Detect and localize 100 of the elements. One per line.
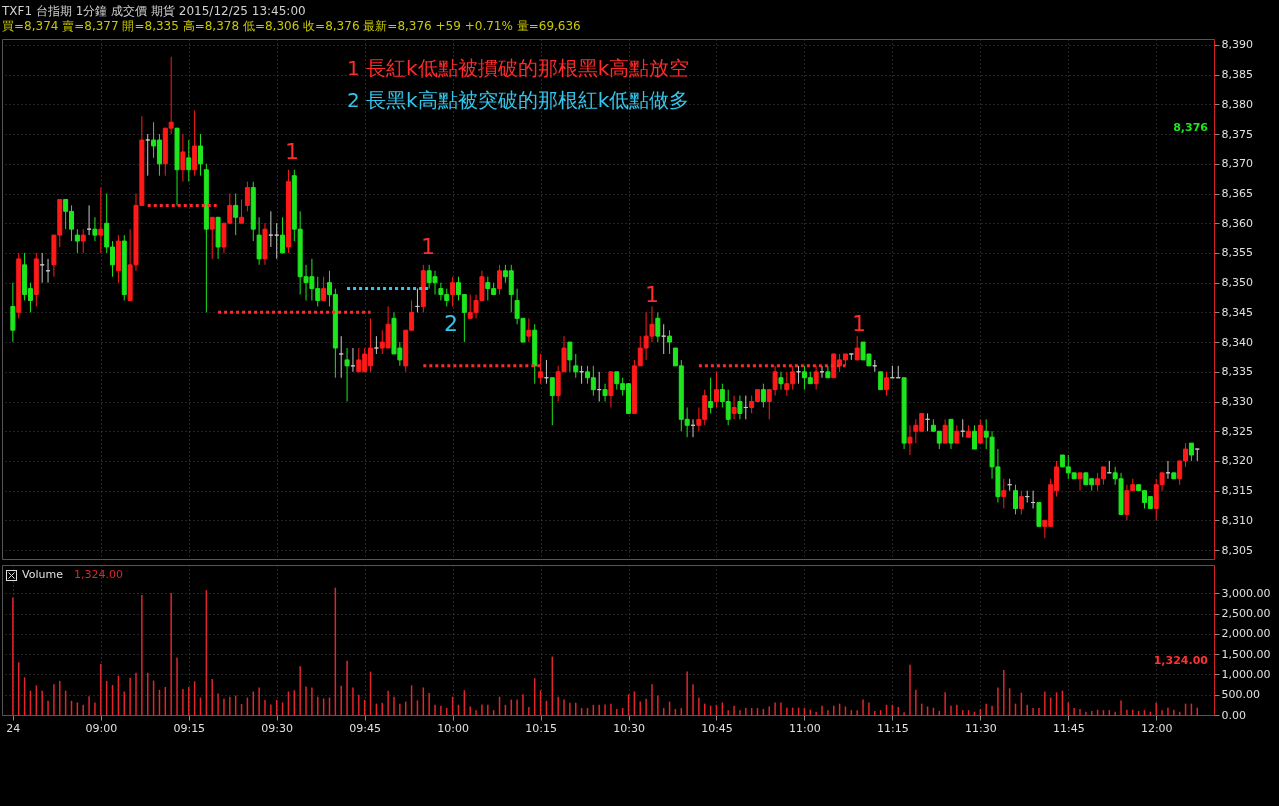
y-tick-label: 8,320 [1221, 454, 1253, 468]
candlestick [180, 133, 186, 183]
y-tick-label: 8,345 [1221, 305, 1253, 319]
y-tick-label: 8,305 [1221, 543, 1253, 557]
y-tick-label: 0.00 [1221, 708, 1246, 722]
y-tick-label: 8,340 [1221, 335, 1253, 349]
y-tick-label: 8,385 [1221, 68, 1253, 82]
candlestick [971, 424, 977, 450]
candlestick [713, 371, 719, 408]
candlestick [80, 228, 86, 254]
x-tick-label: 12:00 [1140, 721, 1173, 735]
candlestick [344, 347, 350, 403]
candlestick [760, 383, 766, 408]
candlestick [338, 335, 344, 379]
x-tick-label: 11:00 [789, 721, 821, 735]
candlestick [567, 341, 573, 373]
y-tick-label: 1,000.00 [1221, 667, 1271, 681]
candlestick [608, 371, 614, 408]
x-tick-label: 10:15 [525, 721, 557, 735]
candlestick [268, 210, 274, 248]
annotation: 8,376 [1173, 121, 1209, 134]
candlestick [321, 276, 327, 301]
y-tick-label: 8,375 [1221, 127, 1253, 141]
candlestick [573, 353, 579, 379]
y-tick-label: 8,390 [1221, 38, 1253, 52]
y-tick-label: 8,325 [1221, 424, 1253, 438]
candlestick [244, 181, 250, 212]
candlestick [280, 216, 286, 254]
candlestick [526, 317, 532, 343]
candlestick [350, 347, 356, 373]
candlestick [1018, 490, 1024, 515]
chart-title: Volume [22, 568, 64, 581]
y-tick-label: 3,000.00 [1221, 586, 1271, 600]
chart-subtitle: 買=8,374 賣=8,377 開=8,335 高=8,378 低=8,306 收=8,376 最新=8,376 +59 +0.71% 量=69,636 [2, 18, 581, 33]
candlestick [884, 371, 890, 397]
candlestick [1013, 484, 1019, 515]
x-tick-label: 11:30 [964, 721, 997, 735]
candlestick [256, 216, 262, 266]
candlestick [274, 222, 280, 260]
candlestick [977, 418, 983, 444]
candlestick [549, 377, 555, 426]
y-tick-label: 8,380 [1221, 97, 1253, 111]
candlestick [497, 264, 503, 296]
x-tick-label: 09:00 [85, 721, 118, 735]
x-tick-label: 24 [6, 721, 21, 735]
candlestick [731, 395, 737, 420]
candlestick [708, 377, 714, 414]
x-tick-label: 09:15 [173, 721, 206, 735]
annotation: 2 [444, 311, 458, 336]
y-tick-label: 8,330 [1221, 395, 1253, 409]
candlestick [98, 187, 104, 254]
candlestick [813, 365, 819, 391]
y-tick-label: 8,355 [1221, 246, 1253, 260]
annotation: 1 [852, 311, 866, 336]
annotation: 1,324.00 [1153, 654, 1209, 667]
x-tick-label: 10:30 [613, 721, 645, 735]
annotation: 2 長黑k高點被突破的那根紅k低點做多 [347, 88, 690, 112]
x-tick-label: 11:45 [1052, 721, 1085, 735]
y-tick-label: 8,315 [1221, 484, 1253, 498]
y-tick-label: 2,500.00 [1221, 607, 1271, 621]
chart-title: TXF1 台指期 1分鐘 成交價 期貨 2015/12/25 13:45:00 [1, 3, 306, 18]
candlestick [74, 228, 80, 254]
candlestick [233, 193, 239, 236]
candlestick [667, 329, 673, 355]
candlestick [197, 133, 203, 177]
candlestick [1001, 478, 1007, 509]
candlestick [1036, 502, 1042, 527]
y-tick-label: 8,335 [1221, 365, 1253, 379]
annotation: 1 長紅k低點被摜破的那根黑k高點放空 [347, 56, 690, 80]
x-tick-label: 09:30 [261, 721, 294, 735]
candlestick [145, 133, 151, 177]
y-tick-label: 8,310 [1221, 513, 1253, 527]
candlestick [737, 395, 743, 420]
candlestick [661, 323, 667, 355]
candlestick [450, 276, 456, 307]
candlestick [538, 353, 544, 385]
annotation: 1 [285, 139, 299, 164]
x-tick-label: 10:45 [701, 721, 733, 735]
candlestick [854, 335, 860, 361]
candlestick [778, 371, 784, 391]
candlestick [186, 139, 192, 183]
y-tick-label: 8,350 [1221, 276, 1253, 290]
candlestick [192, 109, 198, 177]
candlestick [10, 282, 16, 343]
candlestick [209, 216, 215, 260]
candlestick [92, 216, 98, 242]
x-tick-label: 10:00 [437, 721, 469, 735]
candlestick [942, 418, 948, 444]
y-tick-label: 500.00 [1221, 688, 1260, 702]
x-tick-label: 11:15 [877, 721, 909, 735]
annotation: 1,324.00 [74, 568, 123, 581]
y-tick-label: 8,365 [1221, 187, 1253, 201]
y-tick-label: 8,360 [1221, 216, 1253, 230]
annotation: 1 [645, 282, 659, 307]
candlestick [907, 424, 913, 456]
candlestick [1077, 472, 1083, 492]
candlestick [1194, 448, 1200, 462]
candlestick [602, 383, 608, 403]
y-tick-label: 1,500.00 [1221, 647, 1271, 661]
x-tick-label: 09:45 [349, 721, 382, 735]
